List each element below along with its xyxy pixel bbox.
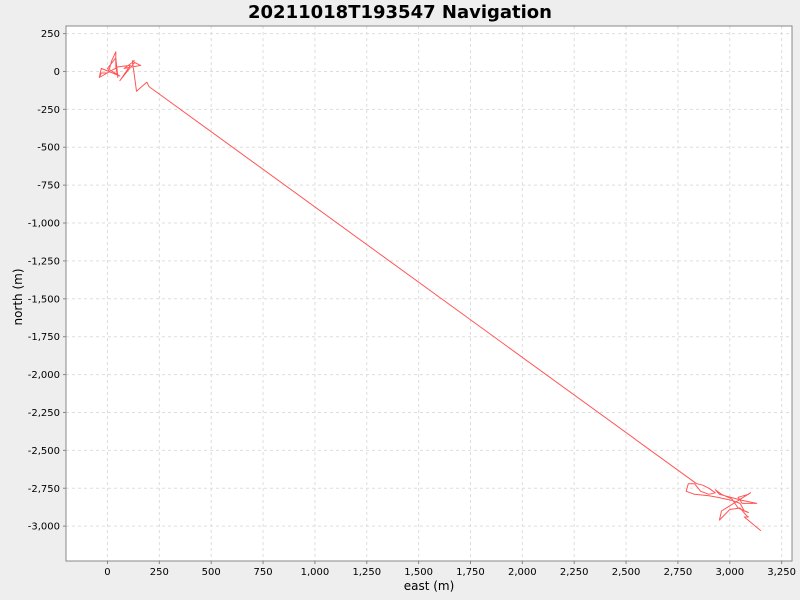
- y-axis-ticks: 250 0 -250 -500 -750 -1,000 -1,250 -1,500 -1,750…: [28, 29, 66, 533]
- y-tick-label: -500: [37, 143, 60, 154]
- y-tick-label: -3,000: [28, 522, 60, 533]
- x-axis-ticks: 0 250 500 750 1,000 1,250 1,500 1,750 2,000 2,250…: [104, 561, 796, 578]
- x-tick-label: 2,500: [612, 567, 641, 578]
- y-tick-label: -2,500: [28, 446, 60, 457]
- plot-border: [65, 25, 793, 562]
- y-tick-label: -2,750: [28, 484, 60, 495]
- x-tick-label: 2,250: [560, 567, 589, 578]
- y-tick-label: 250: [41, 29, 60, 40]
- chart-title: 20211018T193547 Navigation: [248, 2, 552, 23]
- grid-layer: [66, 26, 792, 561]
- x-tick-label: 2,000: [508, 567, 537, 578]
- x-tick-label: 2,750: [664, 567, 693, 578]
- x-tick-label: 500: [202, 567, 221, 578]
- x-axis-label: east (m): [404, 579, 455, 593]
- y-axis-label: north (m): [11, 268, 25, 325]
- y-tick-label: -2,000: [28, 370, 60, 381]
- x-tick-label: 1,500: [404, 567, 433, 578]
- y-tick-label: -1,250: [28, 256, 60, 267]
- y-tick-label: -1,750: [28, 332, 60, 343]
- x-tick-label: 250: [150, 567, 169, 578]
- y-tick-label: -1,000: [28, 219, 60, 230]
- x-tick-label: 0: [104, 567, 110, 578]
- series-layer: [98, 51, 762, 532]
- y-tick-label: -1,500: [28, 294, 60, 305]
- x-tick-label: 3,000: [715, 567, 744, 578]
- y-tick-label: -750: [37, 181, 60, 192]
- y-tick-label: -2,250: [28, 408, 60, 419]
- x-tick-label: 1,250: [352, 567, 381, 578]
- x-tick-label: 750: [254, 567, 273, 578]
- x-tick-label: 1,750: [456, 567, 485, 578]
- y-tick-label: -250: [37, 105, 60, 116]
- plot-area: [66, 26, 792, 561]
- y-tick-label: 0: [54, 67, 60, 78]
- x-tick-label: 3,250: [767, 567, 796, 578]
- navigation-track-line: [98, 51, 762, 532]
- x-tick-label: 1,000: [301, 567, 330, 578]
